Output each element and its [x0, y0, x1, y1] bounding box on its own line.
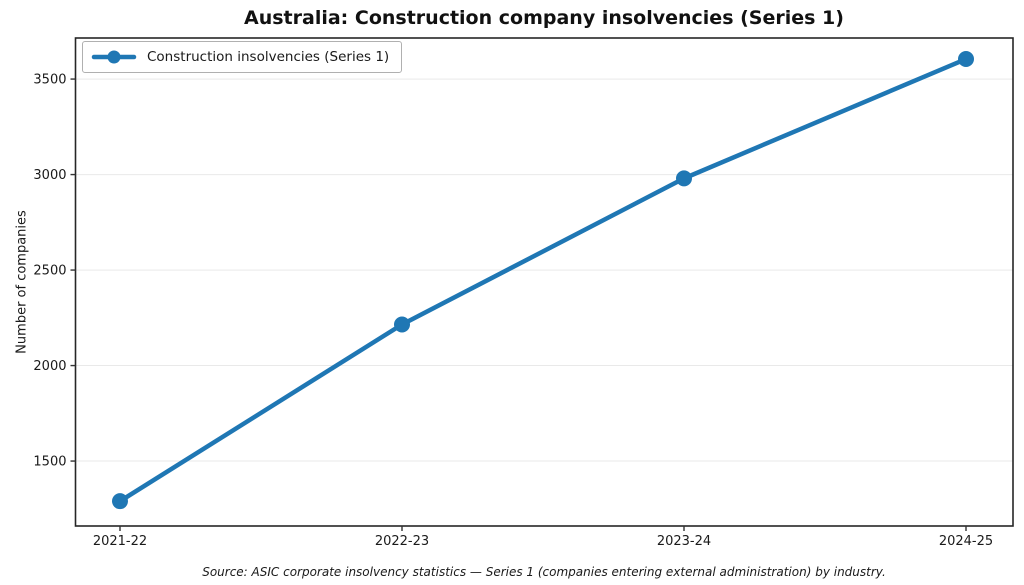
data-point-marker — [394, 316, 410, 333]
legend-label: Construction insolvencies (Series 1) — [147, 49, 390, 65]
y-tick-label: 2500 — [33, 264, 66, 279]
x-tick-label: 2023-24 — [657, 534, 711, 549]
x-tick-label: 2021-22 — [93, 534, 147, 549]
data-point-marker — [958, 51, 974, 68]
legend-line-marker-icon — [91, 50, 137, 64]
series-line — [117, 56, 969, 504]
data-point-marker — [676, 170, 692, 187]
y-tick-label: 1500 — [33, 455, 66, 470]
chart-title: Australia: Construction company insolven… — [244, 7, 844, 29]
y-tick-label: 3500 — [33, 73, 66, 88]
data-point-marker — [112, 493, 128, 510]
x-tick-label: 2024-25 — [939, 534, 993, 549]
axes-frame — [74, 37, 1014, 527]
y-axis-label: Number of companies — [14, 210, 30, 354]
legend: Construction insolvencies (Series 1) — [82, 41, 403, 73]
source-note: Source: ASIC corporate insolvency statis… — [202, 565, 886, 579]
x-tick-label: 2022-23 — [375, 534, 429, 549]
y-tick-label: 2000 — [33, 359, 66, 374]
y-tick-label: 3000 — [33, 168, 66, 183]
